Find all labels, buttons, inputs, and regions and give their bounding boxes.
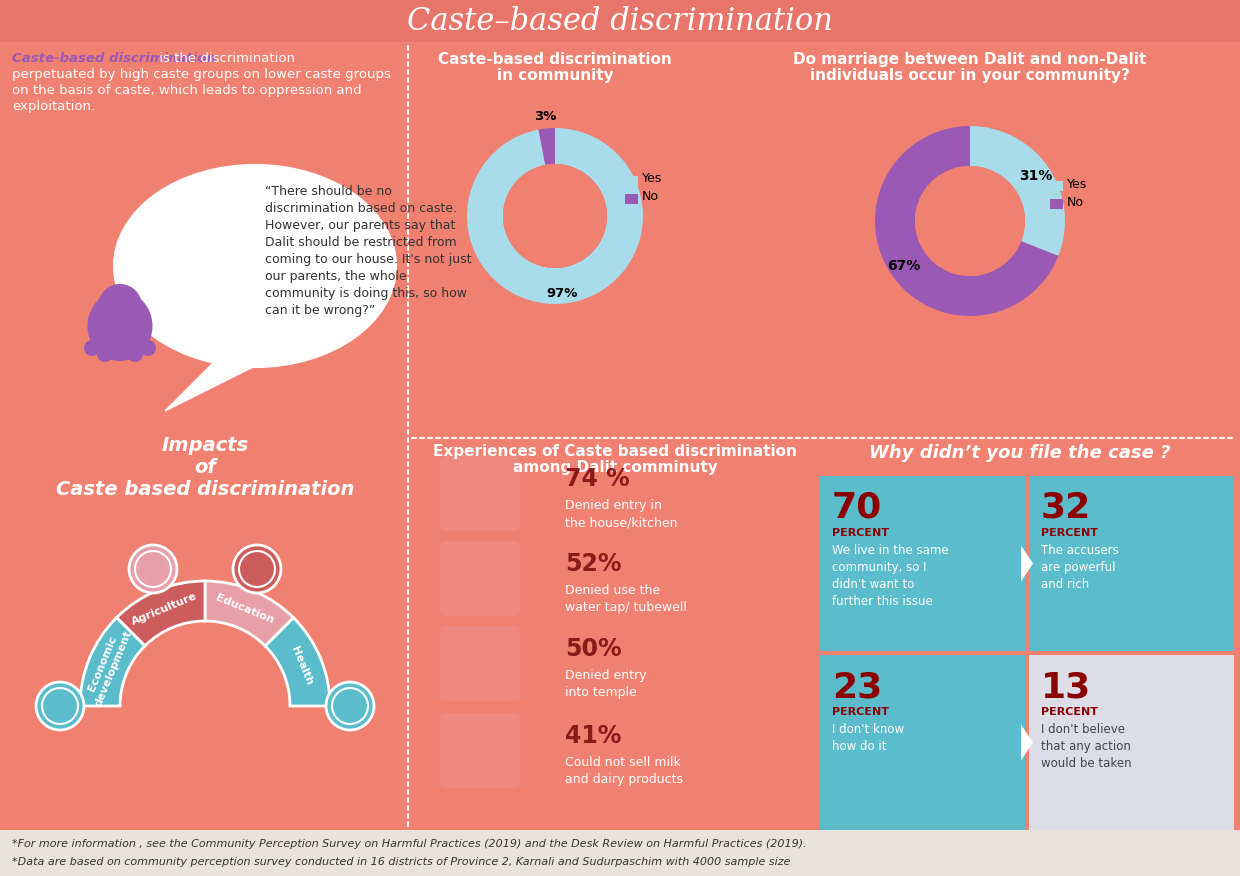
FancyBboxPatch shape [440, 541, 520, 616]
Text: in community: in community [497, 68, 614, 83]
Text: individuals occur in your community?: individuals occur in your community? [810, 68, 1130, 83]
Text: 50%: 50% [565, 637, 621, 661]
Wedge shape [467, 128, 644, 304]
Text: exploitation.: exploitation. [12, 100, 95, 113]
Text: Could not sell milk
and dairy products: Could not sell milk and dairy products [565, 756, 683, 786]
Circle shape [503, 164, 608, 268]
Text: PERCENT: PERCENT [832, 707, 889, 717]
Wedge shape [265, 618, 330, 706]
Text: Economic
development: Economic development [82, 624, 134, 708]
Circle shape [233, 545, 281, 593]
Bar [1050, 199, 1063, 209]
Wedge shape [538, 128, 556, 165]
Text: No: No [642, 190, 658, 203]
Text: Yes: Yes [642, 173, 662, 186]
Text: PERCENT: PERCENT [1042, 707, 1097, 717]
FancyBboxPatch shape [440, 626, 520, 701]
Ellipse shape [88, 291, 153, 361]
Text: 3%: 3% [534, 110, 557, 123]
Polygon shape [1021, 546, 1033, 582]
Text: *Data are based on community perception survey conducted in 16 districts of Prov: *Data are based on community perception … [12, 857, 791, 867]
Circle shape [140, 340, 156, 356]
Bar [1050, 181, 1063, 191]
Text: PERCENT: PERCENT [1042, 528, 1097, 538]
Wedge shape [117, 581, 205, 646]
Text: Education: Education [215, 592, 275, 625]
Text: 67%: 67% [887, 259, 920, 273]
Text: Caste-based discrimination: Caste-based discrimination [12, 52, 216, 65]
Wedge shape [970, 126, 1065, 256]
Text: Experiences of Caste based discrimination: Experiences of Caste based discriminatio… [433, 444, 797, 459]
Text: Do marriage between Dalit and non-Dalit: Do marriage between Dalit and non-Dalit [794, 52, 1147, 67]
Bar [820, 476, 1025, 651]
Circle shape [326, 682, 374, 730]
Bar [0, 0, 1240, 42]
Wedge shape [205, 581, 294, 646]
Circle shape [84, 340, 100, 356]
Text: Why didn’t you file the case ?: Why didn’t you file the case ? [869, 444, 1171, 462]
Text: perpetuated by high caste groups on lower caste groups: perpetuated by high caste groups on lowe… [12, 68, 391, 81]
Text: The accusers
are powerful
and rich: The accusers are powerful and rich [1042, 544, 1118, 591]
Text: *For more information , see the Community Perception Survey on Harmful Practices: *For more information , see the Communit… [12, 839, 807, 849]
Circle shape [129, 545, 177, 593]
Text: 74 %: 74 % [565, 467, 630, 491]
Bar [820, 655, 1025, 830]
Text: 31%: 31% [1019, 169, 1053, 183]
Text: 70: 70 [832, 491, 882, 525]
Text: We live in the same
community, so I
didn't want to
further this issue: We live in the same community, so I didn… [832, 544, 949, 608]
Circle shape [36, 682, 84, 730]
Text: among Dalit comminuty: among Dalit comminuty [512, 460, 718, 475]
Text: 41%: 41% [565, 724, 621, 748]
Polygon shape [1021, 724, 1033, 760]
Text: Denied entry in
the house/kitchen: Denied entry in the house/kitchen [565, 499, 677, 529]
Circle shape [97, 346, 113, 362]
Text: Caste-based discrimination: Caste-based discrimination [438, 52, 672, 67]
Wedge shape [81, 618, 145, 706]
FancyBboxPatch shape [440, 713, 520, 788]
Text: Caste–based discrimination: Caste–based discrimination [407, 5, 833, 37]
Text: 23: 23 [832, 670, 882, 704]
Text: Impacts
of
Caste based discrimination: Impacts of Caste based discrimination [56, 436, 355, 499]
Text: No: No [1066, 195, 1084, 208]
Text: 52%: 52% [565, 552, 621, 576]
Text: 97%: 97% [547, 287, 578, 300]
Ellipse shape [115, 166, 396, 366]
Text: Health: Health [289, 645, 315, 687]
Bar [625, 176, 639, 186]
Text: 13: 13 [1042, 670, 1091, 704]
Text: Agriculture: Agriculture [130, 591, 200, 627]
Text: 32: 32 [1042, 491, 1091, 525]
Bar [1029, 476, 1234, 651]
Bar [0, 830, 1240, 876]
Text: Yes: Yes [1066, 178, 1087, 190]
Text: I don't know
how do it: I don't know how do it [832, 723, 904, 753]
Circle shape [98, 284, 143, 328]
Text: Denied entry
into temple: Denied entry into temple [565, 669, 646, 699]
Bar [625, 194, 639, 204]
Wedge shape [875, 126, 1058, 316]
Text: is the discrimination: is the discrimination [155, 52, 295, 65]
Circle shape [915, 166, 1025, 276]
Text: PERCENT: PERCENT [832, 528, 889, 538]
Text: on the basis of caste, which leads to oppression and: on the basis of caste, which leads to op… [12, 84, 362, 97]
FancyBboxPatch shape [440, 456, 520, 531]
Circle shape [126, 346, 143, 362]
Text: Denied use the
water tap/ tubewell: Denied use the water tap/ tubewell [565, 584, 687, 614]
Polygon shape [165, 361, 265, 411]
Text: “There should be no
discrimination based on caste.
However, our parents say that: “There should be no discrimination based… [265, 185, 471, 317]
Text: I don't believe
that any action
would be taken: I don't believe that any action would be… [1042, 723, 1132, 770]
Bar [1029, 655, 1234, 830]
